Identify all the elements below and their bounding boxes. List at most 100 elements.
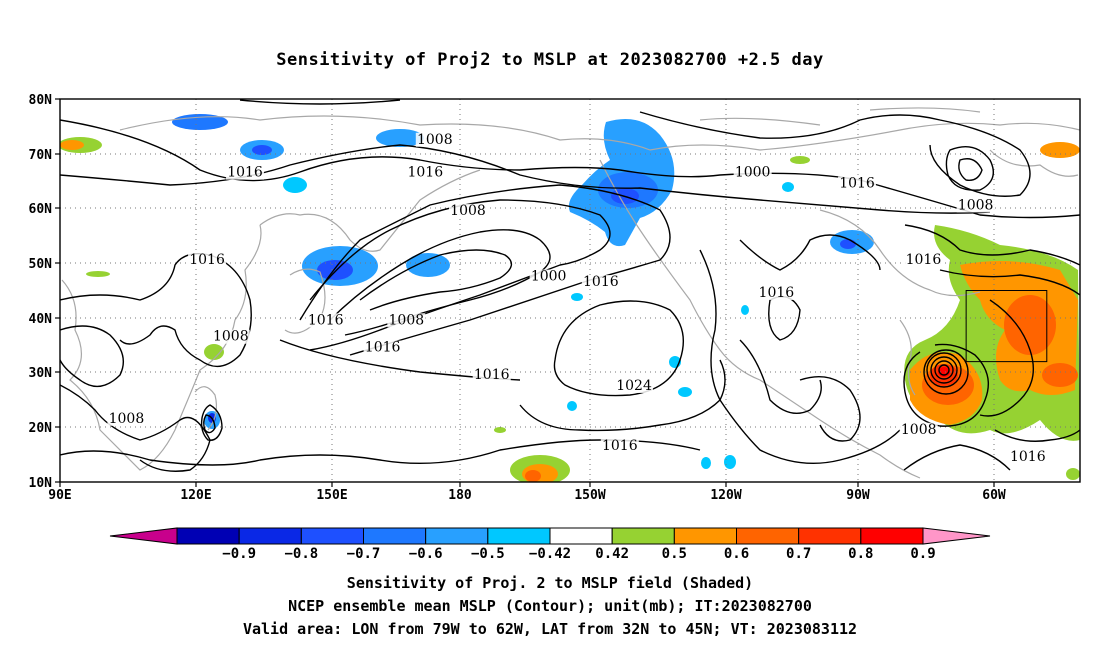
lon-label: 150E xyxy=(316,488,347,503)
contour-label-bg xyxy=(733,165,772,180)
contour-label-bg xyxy=(904,253,943,268)
contour-label: 1016 xyxy=(583,274,619,290)
colorbar-swatch xyxy=(363,527,427,545)
lon-label: 120W xyxy=(710,488,741,503)
contour-label: 1008 xyxy=(389,312,425,328)
contour-label-bg xyxy=(415,132,454,147)
contour-label: 1000 xyxy=(531,269,567,285)
mslp-contours xyxy=(60,99,1080,472)
contour-label: 1016 xyxy=(474,367,510,383)
colorbar-tick-label: −0.7 xyxy=(347,546,381,562)
contour-label: 1008 xyxy=(958,197,994,213)
contour-label-bg xyxy=(406,165,445,180)
lat-label: 30N xyxy=(29,366,53,381)
tick-marks xyxy=(55,98,995,487)
lat-label: 50N xyxy=(29,257,53,272)
contour-label-bg xyxy=(838,176,877,191)
lon-label: 90E xyxy=(48,488,71,503)
colorbar-tick-label: 0.42 xyxy=(595,546,629,562)
contour-label: 1016 xyxy=(906,252,942,268)
contour-label: 1016 xyxy=(602,438,638,454)
valid-area-box xyxy=(965,290,1048,363)
contour-label-bg xyxy=(226,165,265,180)
caption-line-3: Valid area: LON from 79W to 62W, LAT fro… xyxy=(242,620,858,638)
contour-label-bg xyxy=(188,253,227,268)
colorbar: −0.9 −0.8 −0.7 −0.6 −0.5 −0.42 0.42 0.5 0.6 0.7 0.… xyxy=(109,527,991,562)
lat-label: 40N xyxy=(29,312,53,327)
contour-label: 1000 xyxy=(735,165,771,181)
contour-label: 1016 xyxy=(759,285,795,301)
contour-label-bg xyxy=(956,198,995,213)
contour-label-bg xyxy=(363,340,402,355)
contour-label: 1008 xyxy=(109,411,145,427)
colorbar-swatch xyxy=(673,527,737,545)
colorbar-max-arrow xyxy=(922,527,991,545)
colorbar-swatch xyxy=(425,527,489,545)
lon-label: 150W xyxy=(574,488,605,503)
lat-label: 10N xyxy=(29,476,53,491)
lon-label: 60W xyxy=(982,488,1006,503)
contour-label: 1024 xyxy=(616,378,652,394)
contour-label: 1016 xyxy=(189,252,225,268)
contour-label: 1016 xyxy=(1010,449,1046,465)
contour-label: 1016 xyxy=(365,340,401,356)
contour-label: 1016 xyxy=(839,176,875,192)
caption-line-2: NCEP ensemble mean MSLP (Contour); unit(… xyxy=(288,597,812,615)
colorbar-swatch xyxy=(238,527,302,545)
colorbar-swatch xyxy=(611,527,675,545)
colorbar-tick-label: −0.8 xyxy=(284,546,318,562)
colorbar-swatch xyxy=(487,527,551,545)
contour-label-bg xyxy=(306,313,345,328)
caption-line-1: Sensitivity of Proj. 2 to MSLP field (Sh… xyxy=(346,574,754,592)
colorbar-min-arrow xyxy=(109,527,178,545)
lon-label: 180 xyxy=(448,488,472,503)
colorbar-tick-label: −0.9 xyxy=(222,546,256,562)
contour-labels: 1008 1016 1016 1016 1000 1008 1008 1016 1000 1016… xyxy=(107,132,1047,465)
contour-label-bg xyxy=(899,422,938,437)
colorbar-tick-label: 0.5 xyxy=(662,546,687,562)
contour-label-bg xyxy=(449,203,487,218)
lat-label: 60N xyxy=(29,202,53,217)
contour-label: 1008 xyxy=(450,203,486,219)
contour-label-bg xyxy=(1008,450,1047,465)
colorbar-swatch xyxy=(736,527,800,545)
latitude-labels: 80N 70N 60N 50N 40N 30N 20N 10N xyxy=(29,93,53,491)
map-background xyxy=(60,99,1080,482)
colorbar-tick-label: 0.6 xyxy=(724,546,749,562)
contour-label-bg xyxy=(472,368,511,383)
map-frame xyxy=(59,98,1081,483)
lon-label: 120E xyxy=(180,488,211,503)
colorbar-swatch xyxy=(549,527,613,545)
contour-label-bg xyxy=(107,411,146,426)
contour-label-bg xyxy=(211,329,250,344)
colorbar-swatch xyxy=(798,527,862,545)
colorbar-swatch xyxy=(176,527,240,545)
contour-label: 1008 xyxy=(213,329,249,345)
contour-label: 1016 xyxy=(407,165,443,181)
lon-label: 90W xyxy=(846,488,870,503)
colorbar-tick-label: 0.7 xyxy=(786,546,811,562)
map-title: Sensitivity of Proj2 to MSLP at 20230827… xyxy=(276,50,824,70)
contour-label-bg xyxy=(529,269,568,284)
contour-label: 1016 xyxy=(227,165,263,181)
contour-label-bg xyxy=(600,439,639,454)
colorbar-swatch xyxy=(860,527,924,545)
contour-label: 1008 xyxy=(901,422,937,438)
contour-label-bg xyxy=(757,285,796,300)
contour-label-bg xyxy=(581,275,620,290)
colorbar-tick-label: −0.5 xyxy=(471,546,505,562)
colorbar-tick-label: 0.9 xyxy=(910,546,935,562)
longitude-labels: 90E 120E 150E 180 150W 120W 90W 60W xyxy=(48,488,1006,503)
contour-label-bg xyxy=(615,378,654,393)
lat-label: 70N xyxy=(29,148,53,163)
colorbar-tick-label: 0.8 xyxy=(848,546,873,562)
colorbar-swatch xyxy=(300,527,365,545)
contour-label: 1016 xyxy=(308,312,344,328)
contour-label-bg xyxy=(387,313,426,328)
lat-label: 80N xyxy=(29,93,53,108)
colorbar-tick-label: −0.42 xyxy=(529,546,571,562)
contour-label: 1008 xyxy=(417,132,453,148)
lat-label: 20N xyxy=(29,421,53,436)
colorbar-tick-label: −0.6 xyxy=(409,546,443,562)
